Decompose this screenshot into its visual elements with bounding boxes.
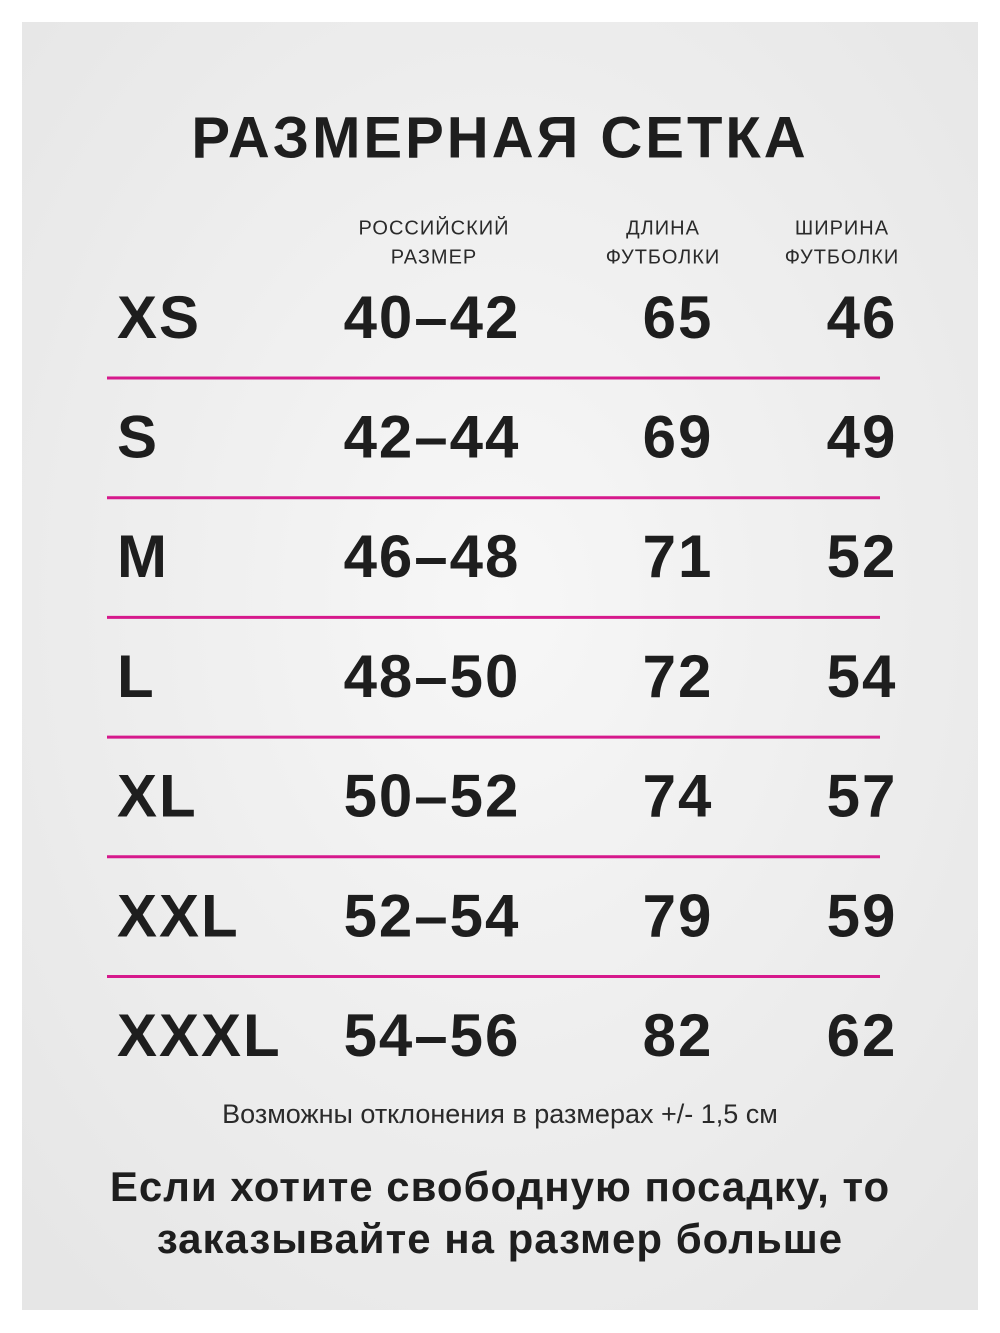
size-value: 40–42	[344, 284, 521, 351]
column-header: ДЛИНА	[626, 217, 700, 239]
column-header: ФУТБОЛКИ	[606, 246, 721, 268]
size-value: 65	[643, 284, 714, 351]
size-value: 46–48	[344, 523, 521, 590]
column-header: РАЗМЕР	[391, 246, 478, 268]
size-value: 74	[643, 763, 714, 830]
note: Возможны отклонения в размерах +/- 1,5 с…	[222, 1099, 778, 1129]
title: РАЗМЕРНАЯ СЕТКА	[191, 105, 808, 170]
size-value: 46	[827, 284, 898, 351]
column-header: ФУТБОЛКИ	[785, 246, 900, 268]
size-value: 71	[643, 523, 714, 590]
size-value: 72	[643, 643, 714, 710]
size-label: M	[117, 523, 169, 590]
panel	[22, 22, 978, 1310]
size-value: 59	[827, 882, 898, 949]
size-value: 52–54	[344, 882, 521, 949]
size-value: 54	[827, 643, 898, 710]
size-value: 82	[643, 1002, 714, 1069]
size-label: XS	[117, 284, 201, 351]
size-value: 42–44	[344, 404, 521, 471]
size-label: XXXL	[117, 1002, 282, 1069]
advice-line: Если хотите свободную посадку, то	[110, 1163, 890, 1210]
size-label: S	[117, 404, 159, 471]
size-value: 50–52	[344, 763, 521, 830]
size-value: 57	[827, 763, 898, 830]
size-label: XXL	[117, 882, 240, 949]
size-label: XL	[117, 763, 198, 830]
size-value: 79	[643, 882, 714, 949]
size-value: 52	[827, 523, 898, 590]
size-value: 48–50	[344, 643, 521, 710]
size-value: 54–56	[344, 1002, 521, 1069]
size-value: 49	[827, 404, 898, 471]
advice-line: заказывайте на размер больше	[157, 1215, 843, 1262]
column-header: РОССИЙСКИЙ	[359, 215, 510, 239]
size-value: 62	[827, 1002, 898, 1069]
column-header: ШИРИНА	[795, 217, 889, 239]
size-label: L	[117, 643, 156, 710]
size-value: 69	[643, 404, 714, 471]
